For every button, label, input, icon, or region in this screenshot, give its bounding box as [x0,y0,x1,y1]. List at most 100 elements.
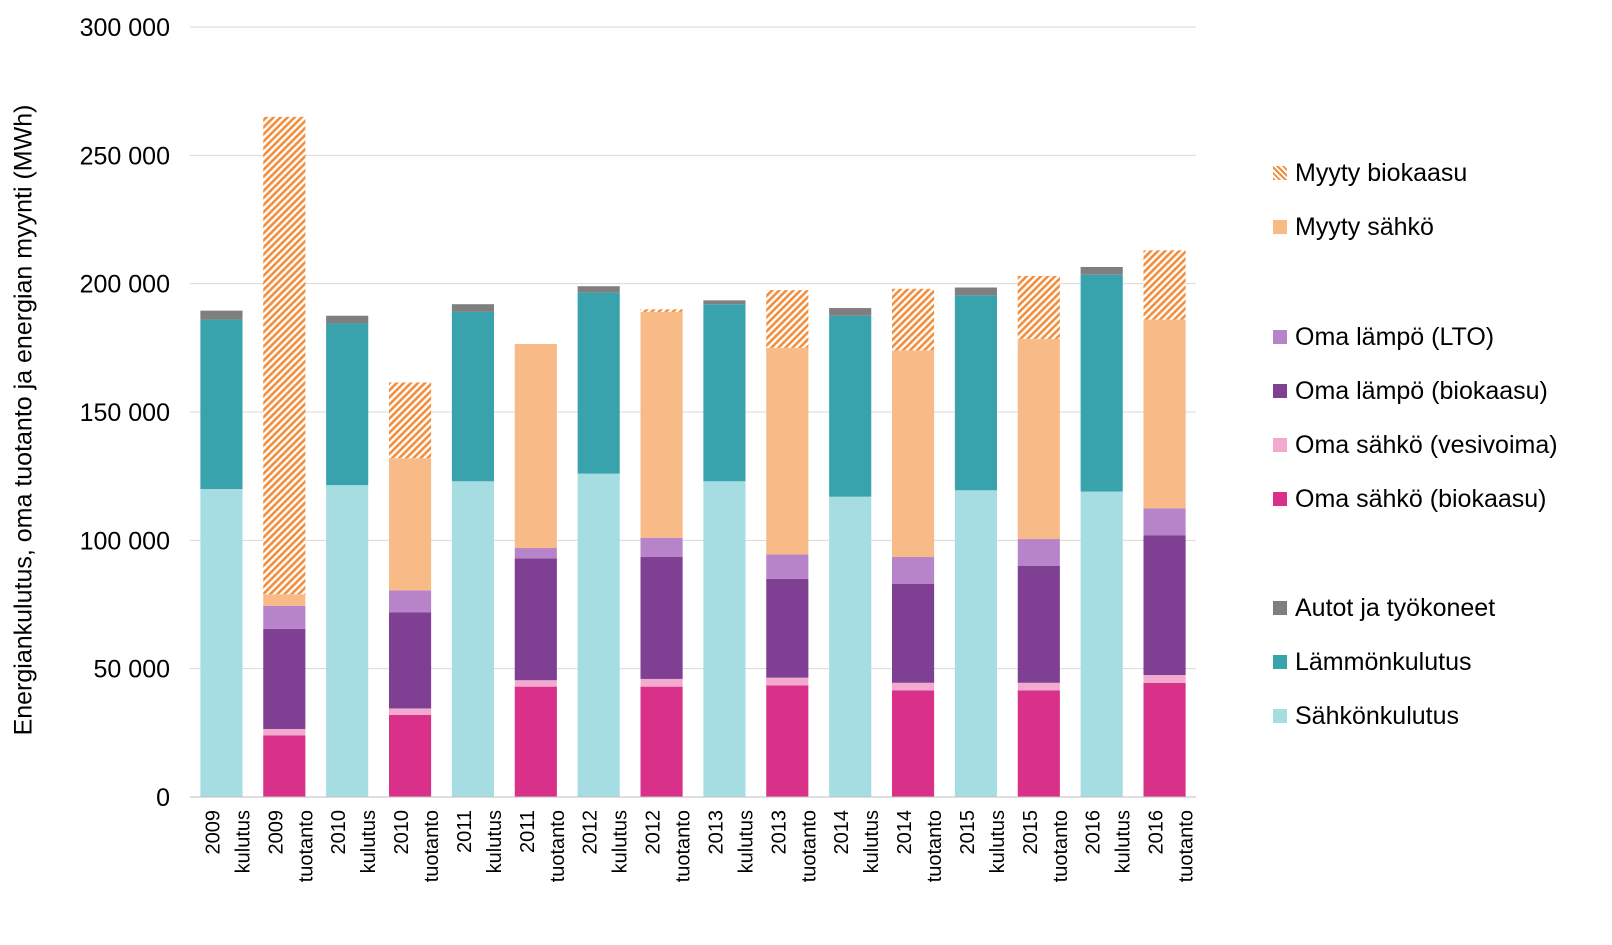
bar-autot-ja-tyokoneet-2014-kulutus [829,308,872,316]
legend-label: Lämmönkulutus [1295,647,1472,676]
bar-autot-ja-tyokoneet-2012-kulutus [577,286,620,293]
bar-myyty-sahko-2011-tuotanto [514,343,557,549]
bar-oma-lampo-biokaasu-2010-tuotanto [388,612,432,709]
bar-oma-lampo-biokaasu-2013-tuotanto [766,578,809,678]
bar-oma-sahko-biokaasu-2011-tuotanto [514,686,557,797]
x-tick-year: 2011 [454,810,476,853]
bar-lammonkulutus-2012-kulutus [577,292,620,474]
bar-oma-sahko-biokaasu-2009-tuotanto [263,735,306,797]
legend-item-oma-lampo-biokaasu: Oma lämpö (biokaasu) [1273,376,1548,406]
bar-oma-sahko-vesivoima-2014-tuotanto [891,682,935,691]
x-tick-type: tuotanto [1176,810,1198,882]
x-tick-type: tuotanto [295,810,317,882]
x-tick-type: tuotanto [673,810,695,882]
bar-myyty-sahko-2012-tuotanto [640,311,683,538]
x-tick-type: kulutus [1113,810,1135,873]
x-tick-type: tuotanto [924,810,946,882]
legend-label: Autot ja työkoneet [1295,593,1496,622]
legend-label: Oma lämpö (LTO) [1295,322,1495,351]
bar-autot-ja-tyokoneet-2009-kulutus [200,310,243,320]
legend: Myyty biokaasu Myyty sähkö Oma lämpö (LTO)… [1273,0,1612,800]
bar-oma-sahko-vesivoima-2013-tuotanto [766,677,809,686]
bar-oma-lampo-lto-2010-tuotanto [388,590,432,613]
x-tick-year: 2016 [1146,810,1168,855]
bar-autot-ja-tyokoneet-2013-kulutus [703,300,746,305]
x-tick-type: kulutus [484,810,506,873]
legend-swatch [1273,220,1287,234]
legend-swatch [1273,655,1287,669]
bar-oma-lampo-biokaasu-2009-tuotanto [263,628,306,729]
bar-lammonkulutus-2010-kulutus [326,323,369,486]
x-tick-year: 2014 [894,810,916,855]
x-tick-type: kulutus [232,810,254,873]
bar-lammonkulutus-2014-kulutus [829,315,872,497]
x-tick-year: 2011 [517,810,539,853]
x-tick-year: 2012 [643,810,665,855]
bar-oma-sahko-biokaasu-2016-tuotanto [1143,682,1186,797]
bar-oma-lampo-lto-2011-tuotanto [514,548,557,559]
bar-myyty-sahko-2013-tuotanto [766,347,809,555]
bar-myyty-biokaasu-2015-tuotanto [1017,275,1060,339]
legend-item-sahkonkulutus: Sähkönkulutus [1273,701,1459,731]
y-axis-title-wrap: Energiankulutus, oma tuotanto ja energia… [4,0,44,820]
legend-swatch [1273,709,1287,723]
y-tick-label: 100 000 [80,527,170,555]
bar-oma-sahko-biokaasu-2013-tuotanto [766,685,809,797]
bar-oma-lampo-biokaasu-2016-tuotanto [1143,535,1186,676]
bar-sahkonkulutus-2011-kulutus [451,481,495,797]
legend-item-oma-sahko-vesivoima: Oma sähkö (vesivoima) [1273,430,1558,460]
y-tick-label: 150 000 [80,399,170,427]
legend-item-autot-ja-tyokoneet: Autot ja työkoneet [1273,593,1495,623]
x-tick-year: 2014 [831,810,853,855]
bar-oma-sahko-vesivoima-2010-tuotanto [388,708,432,715]
legend-label: Oma sähkö (vesivoima) [1295,430,1558,459]
bar-myyty-sahko-2016-tuotanto [1143,319,1186,509]
bar-myyty-sahko-2014-tuotanto [891,350,935,558]
x-tick-type: tuotanto [1050,810,1072,882]
bar-sahkonkulutus-2012-kulutus [577,473,620,797]
legend-swatch [1273,330,1287,344]
x-tick-year: 2009 [265,810,287,855]
bar-myyty-biokaasu-2012-tuotanto [640,309,683,312]
bar-oma-lampo-lto-2015-tuotanto [1017,539,1060,566]
bar-oma-sahko-vesivoima-2009-tuotanto [263,728,306,736]
bar-myyty-biokaasu-2010-tuotanto [388,382,432,459]
bar-oma-lampo-biokaasu-2011-tuotanto [514,558,557,681]
y-tick-label: 200 000 [80,271,170,299]
x-tick-type: kulutus [358,810,380,873]
legend-swatch [1273,438,1287,452]
legend-item-oma-sahko-biokaasu: Oma sähkö (biokaasu) [1273,484,1547,514]
bar-lammonkulutus-2016-kulutus [1080,274,1123,492]
bar-myyty-biokaasu-2016-tuotanto [1143,250,1186,320]
legend-label: Myyty sähkö [1295,212,1434,241]
x-tick-type: tuotanto [798,810,820,882]
x-tick-year: 2013 [705,810,727,855]
x-tick-year: 2010 [391,810,413,855]
legend-label: Oma sähkö (biokaasu) [1295,484,1547,513]
x-tick-year: 2013 [768,810,790,855]
x-tick-type: kulutus [987,810,1009,873]
legend-item-lammonkulutus: Lämmönkulutus [1273,647,1471,677]
x-tick-year: 2009 [202,810,224,855]
x-tick-year: 2016 [1083,810,1105,855]
x-tick-type: kulutus [861,810,883,873]
bar-lammonkulutus-2015-kulutus [954,295,998,491]
bar-oma-sahko-vesivoima-2016-tuotanto [1143,675,1186,683]
legend-item-myyty-sahko: Myyty sähkö [1273,212,1434,242]
bar-autot-ja-tyokoneet-2011-kulutus [451,304,495,312]
x-tick-type: kulutus [610,810,632,873]
y-tick-label: 250 000 [80,142,170,170]
y-tick-label: 300 000 [80,14,170,42]
y-tick-label: 0 [156,784,170,812]
legend-label: Myyty biokaasu [1295,158,1468,187]
bar-myyty-biokaasu-2009-tuotanto [263,116,306,595]
legend-swatch [1273,166,1287,180]
bar-sahkonkulutus-2013-kulutus [703,481,746,797]
x-tick-year: 2010 [328,810,350,855]
bar-sahkonkulutus-2009-kulutus [200,489,243,797]
bar-myyty-sahko-2009-tuotanto [263,594,306,606]
legend-label: Oma lämpö (biokaasu) [1295,376,1548,405]
bar-oma-lampo-biokaasu-2012-tuotanto [640,557,683,679]
legend-swatch [1273,601,1287,615]
